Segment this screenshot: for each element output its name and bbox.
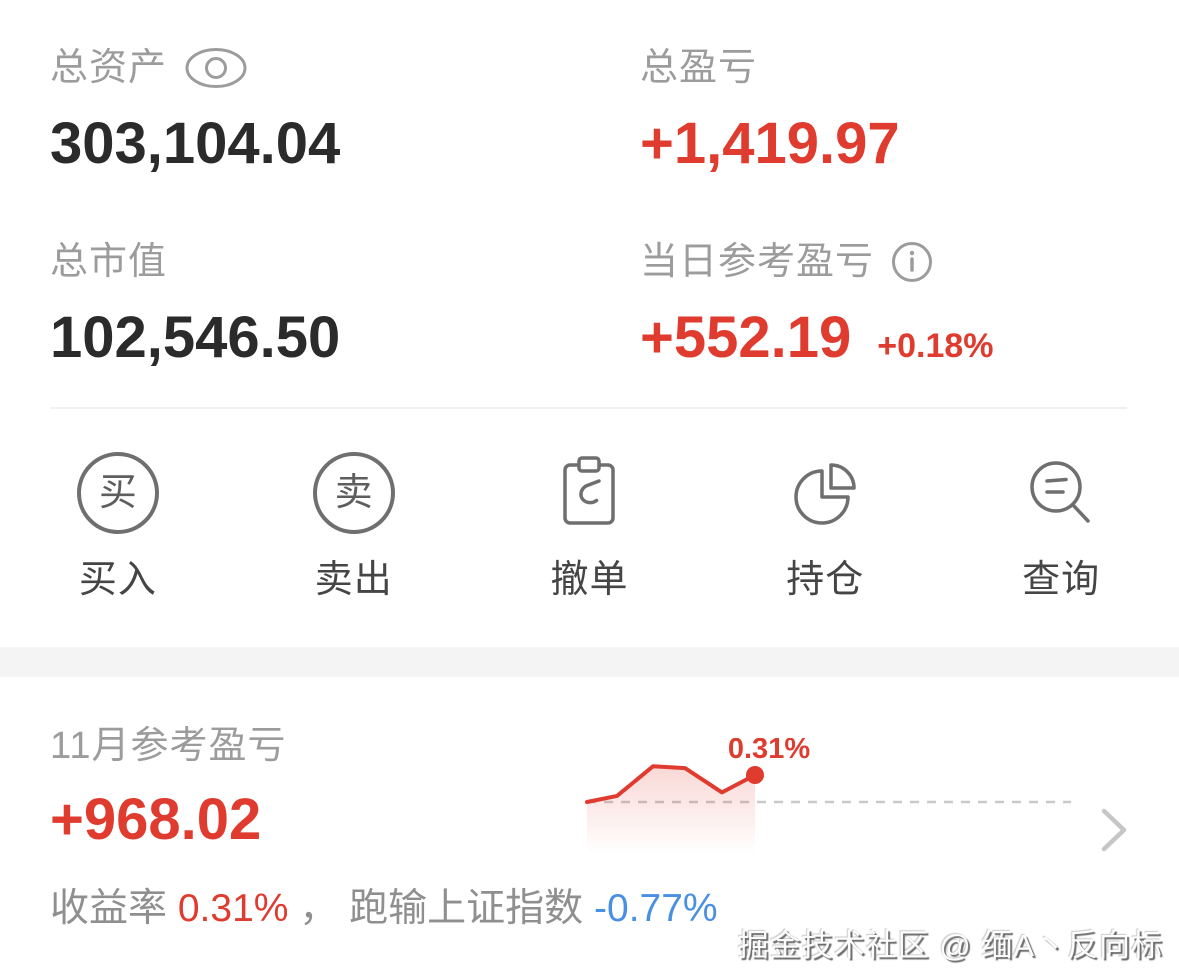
total-market-value-label: 总市值 [50,241,168,283]
sell-glyph: 卖 [334,472,373,514]
eye-icon[interactable] [183,46,249,90]
total-assets-cell: 总资产 303,104.04 [50,46,340,176]
compare-label: 跑输上证指数 [349,887,584,930]
total-pnl-label: 总盈亏 [640,47,758,89]
cancel-order-button[interactable]: 撤单 [472,452,708,602]
spark-label: 0.31% [728,738,810,765]
section-divider [50,407,1127,409]
spark-dot [746,766,764,784]
spark-line [585,764,757,804]
sell-circle-icon: 卖 [312,452,395,534]
buy-circle-icon: 买 [76,452,159,534]
mini-line-chart: 0.31% [585,738,1071,870]
buy-glyph: 买 [98,472,137,514]
positions-button[interactable]: 持仓 [707,452,943,602]
query-label: 查询 [1022,559,1101,601]
sell-button[interactable]: 卖 卖出 [236,452,472,602]
rate-value: 0.31% [177,887,289,930]
cancel-order-icon [563,456,616,525]
total-market-value-cell: 总市值 102,546.50 [50,240,340,370]
total-pnl-cell: 总盈亏 +1,419.97 [640,46,900,176]
daily-pnl-pct: +0.18% [877,327,994,365]
daily-pnl-value: +552.19 [640,305,852,370]
spark-area [587,766,755,870]
query-button[interactable]: 查询 [943,452,1179,602]
buy-label: 买入 [78,559,157,601]
rate-label: 收益率 [50,887,168,930]
positions-pie-icon [794,463,857,525]
cancel-order-label: 撤单 [550,559,629,601]
query-search-icon [1030,461,1090,523]
month-pnl-value: +968.02 [50,787,262,852]
buy-button[interactable]: 买 买入 [0,452,236,602]
daily-pnl-cell: 当日参考盈亏 +552.19 +0.18% [640,240,994,370]
watermark: 掘金技术社区 @ 缅A丶反向标 [737,928,1163,963]
total-pnl-value: +1,419.97 [640,111,900,176]
compare-value: -0.77% [594,887,718,930]
total-assets-label: 总资产 [50,47,168,89]
action-bar: 买 买入 卖 卖出 撤单 持仓 查询 [0,452,1179,602]
month-pnl-label: 11月参考盈亏 [50,725,287,767]
daily-pnl-label: 当日参考盈亏 [640,241,875,283]
chevron-right-icon[interactable] [1100,807,1130,853]
positions-label: 持仓 [786,559,865,601]
return-summary-line: 收益率 0.31% ， 跑输上证指数 -0.77% [50,886,718,932]
comma-separator: ， [299,887,339,930]
total-assets-value: 303,104.04 [50,111,341,176]
info-icon[interactable] [890,240,934,284]
sell-label: 卖出 [314,559,393,601]
total-market-value-value: 102,546.50 [50,305,341,370]
section-band [0,647,1179,677]
